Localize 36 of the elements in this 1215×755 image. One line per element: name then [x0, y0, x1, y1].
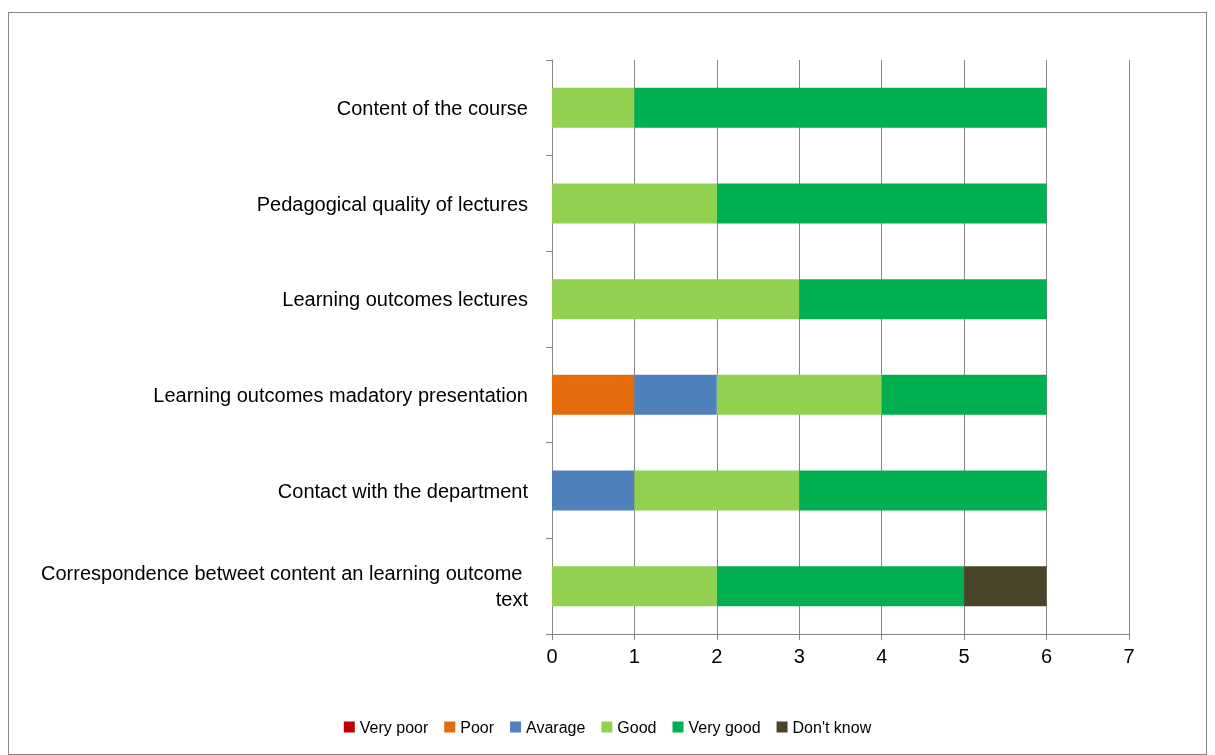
x-tick-label: 4	[876, 645, 888, 667]
x-tick-label: 6	[1041, 645, 1053, 667]
legend-label: Don't know	[792, 718, 872, 736]
x-tick-label: 5	[958, 645, 970, 667]
legend-label: Very good	[688, 718, 761, 736]
x-tick-label: 0	[546, 645, 558, 667]
y-tick-label: Contact with the department	[277, 479, 529, 502]
legend-label: Very poor	[359, 718, 429, 736]
bar	[552, 470, 635, 511]
bar	[716, 183, 1047, 224]
legend-label: Good	[617, 718, 657, 736]
y-tick-label: Learning outcomes lectures	[282, 288, 528, 311]
bar	[552, 87, 635, 128]
bar	[964, 566, 1047, 607]
bar	[881, 374, 1047, 415]
bar	[552, 374, 635, 415]
bar	[799, 279, 1047, 320]
y-tick-label: Correspondence betweet content an learning outcome text	[41, 562, 529, 611]
bar	[634, 87, 1047, 128]
bar	[799, 470, 1047, 511]
bar	[716, 374, 882, 415]
y-tick-label: Learning outcomes madatory presentation	[153, 383, 528, 406]
legend-label: Avarage	[526, 718, 586, 736]
x-tick-label: 1	[628, 645, 640, 667]
legend-label: Poor	[460, 718, 495, 736]
bar	[552, 566, 717, 607]
x-tick-label: 2	[711, 645, 723, 667]
y-tick-label: Pedagogical quality of lectures	[256, 192, 528, 215]
bar	[634, 470, 800, 511]
x-tick-label: 3	[793, 645, 805, 667]
bar	[552, 279, 800, 320]
bar	[552, 183, 717, 224]
bar	[634, 374, 717, 415]
y-tick-label: Content of the course	[336, 96, 528, 119]
bar	[716, 566, 965, 607]
x-tick-label: 7	[1123, 645, 1135, 667]
